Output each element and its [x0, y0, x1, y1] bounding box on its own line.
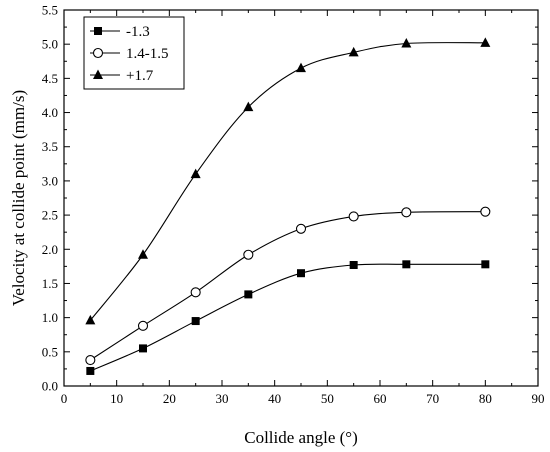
data-point — [481, 260, 490, 269]
data-point — [348, 211, 359, 222]
data-point — [138, 249, 148, 259]
legend-label: 1.4-1.5 — [126, 46, 169, 62]
series-3 — [85, 37, 491, 325]
data-point — [243, 249, 254, 260]
legend: -1.3 1.4-1.5 +1.7 — [83, 16, 185, 90]
data-point — [480, 37, 491, 47]
data-point — [137, 320, 149, 331]
y-tick-label: 3.0 — [42, 173, 58, 188]
data-point — [191, 317, 200, 326]
data-point — [86, 366, 95, 375]
legend-marker — [94, 27, 102, 35]
data-point — [244, 290, 253, 299]
series-line — [90, 211, 486, 361]
series-line — [90, 263, 486, 372]
legend-marker — [93, 69, 103, 79]
data-point — [190, 168, 201, 179]
data-point — [349, 260, 358, 269]
y-tick-label: 1.0 — [42, 310, 58, 325]
y-tick-label: 4.0 — [42, 105, 58, 120]
x-tick-label: 10 — [110, 391, 123, 406]
x-tick-label: 20 — [163, 391, 176, 406]
data-point — [295, 223, 307, 234]
y-axis-label: Velocity at collide point (mm/s) — [9, 90, 28, 306]
x-tick-label: 0 — [61, 391, 68, 406]
data-point — [401, 37, 412, 48]
legend-label: -1.3 — [126, 24, 150, 40]
x-tick-label: 90 — [532, 391, 545, 406]
series-2 — [85, 206, 491, 366]
y-tick-label: 5.0 — [42, 37, 58, 52]
data-point — [401, 207, 412, 218]
x-tick-label: 60 — [374, 391, 387, 406]
data-point — [402, 260, 411, 269]
x-tick-label: 80 — [479, 391, 492, 406]
data-point — [85, 354, 96, 366]
x-tick-label: 70 — [426, 391, 439, 406]
y-tick-label: 4.5 — [42, 71, 58, 86]
series-group — [85, 37, 491, 375]
data-point — [348, 46, 359, 57]
legend-label: +1.7 — [126, 68, 154, 84]
legend-marker — [92, 47, 104, 59]
x-tick-label: 50 — [321, 391, 334, 406]
data-point — [85, 314, 96, 325]
data-point — [296, 62, 306, 73]
y-tick-label: 3.5 — [42, 139, 58, 154]
y-tick-label: 1.5 — [42, 276, 58, 291]
data-point — [480, 206, 491, 217]
y-axis-ticks: 0.0 0.5 1.0 1.5 2.0 2.5 3.0 3.5 4.0 4.5 5.0 5.5 — [42, 3, 538, 394]
x-axis-label: Collide angle (°) — [244, 428, 358, 447]
series-1 — [86, 260, 490, 375]
x-axis-ticks: 0 10 20 30 40 50 60 70 80 90 — [61, 10, 545, 406]
data-point — [243, 101, 254, 112]
x-tick-label: 30 — [216, 391, 229, 406]
y-tick-label: 5.5 — [42, 3, 58, 18]
data-point — [139, 344, 147, 353]
x-tick-label: 40 — [268, 391, 281, 406]
data-point — [190, 287, 201, 298]
y-tick-label: 2.0 — [42, 242, 58, 257]
y-tick-label: 0.0 — [42, 379, 58, 394]
data-point — [297, 269, 305, 278]
y-tick-label: 2.5 — [42, 208, 58, 223]
y-tick-label: 0.5 — [42, 344, 58, 359]
